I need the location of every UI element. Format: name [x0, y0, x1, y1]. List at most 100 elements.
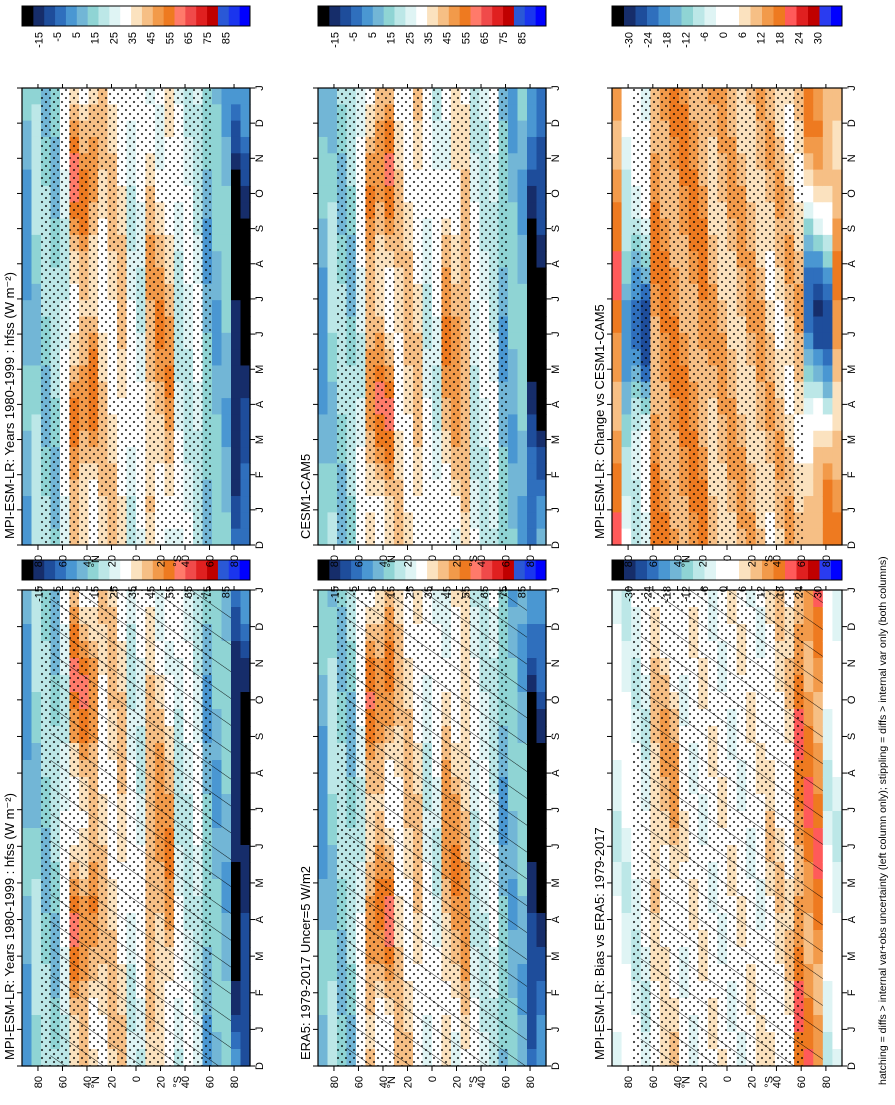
heatmap-cell — [318, 169, 329, 187]
heatmap-cell — [240, 479, 251, 497]
heatmap-cell — [822, 964, 834, 982]
colorbar-swatch — [328, 6, 341, 26]
colorbar-swatch — [773, 6, 785, 26]
colorbar-label: -30 — [624, 586, 636, 602]
heatmap-cell — [240, 251, 251, 269]
heatmap-cell — [832, 641, 843, 659]
colorbar-swatch — [372, 560, 384, 580]
heatmap-cell — [621, 947, 632, 965]
month-label: D — [550, 119, 562, 127]
month-label: M — [254, 952, 266, 961]
heatmap-cell — [536, 879, 547, 897]
heatmap-cell — [822, 104, 834, 122]
heatmap-cell — [527, 512, 538, 530]
heatmap-cell — [832, 153, 843, 171]
heatmap-cell — [221, 136, 232, 154]
heatmap-cell — [822, 267, 834, 285]
panel-p4: 80 60 40 20 0 20 40 60 80 °N °S D J F M A M J J A S O N D J CESM1… — [298, 5, 562, 567]
heatmap-cell — [31, 879, 42, 897]
month-label: D — [254, 623, 266, 631]
heatmap-cell — [31, 743, 42, 761]
heatmap-cell — [31, 794, 42, 812]
colorbar-swatch — [372, 6, 384, 26]
lat-label: 80 — [229, 555, 241, 567]
heatmap-cell — [536, 590, 547, 608]
heatmap-cell — [621, 743, 632, 761]
heatmap-cell — [822, 913, 834, 931]
heatmap-cell — [212, 88, 223, 105]
heatmap-cell — [31, 658, 42, 676]
heatmap-cell — [240, 879, 251, 897]
heatmap-cell — [536, 234, 547, 252]
colorbar-swatch — [830, 560, 843, 580]
heatmap-cell — [31, 675, 42, 693]
heatmap-cell — [822, 169, 834, 187]
hatch-overlay — [50, 590, 231, 1066]
lat-label: 80 — [329, 555, 341, 567]
heatmap-cell — [813, 169, 824, 187]
heatmap-cell — [231, 136, 242, 154]
heatmap-cell — [231, 709, 242, 727]
heatmap-cell — [212, 169, 223, 187]
heatmap-cell — [508, 496, 519, 513]
heatmap-cell — [318, 709, 329, 727]
heatmap-cell — [508, 316, 519, 334]
heatmap-cell — [832, 414, 843, 432]
heatmap-cell — [832, 896, 843, 914]
heatmap-cell — [327, 398, 338, 416]
heatmap-cell — [536, 607, 547, 625]
heatmap-cell — [813, 398, 824, 416]
panel-title: MPI-ESM-LR: Years 1980-1999 : hfss (W m⁻… — [2, 793, 17, 1060]
heatmap-cell — [822, 136, 834, 154]
heatmap-cell — [612, 998, 623, 1016]
lat-label: 40 — [771, 1076, 783, 1088]
heatmap-cell — [803, 496, 814, 513]
heatmap-cell — [212, 381, 223, 399]
heatmap-cell — [832, 777, 843, 795]
heatmap-cell — [612, 365, 623, 383]
heatmap-cell — [327, 590, 338, 608]
heatmap-cell — [31, 185, 42, 203]
heatmap-cell — [822, 896, 834, 914]
heatmap-cell — [22, 811, 33, 829]
heatmap-cell — [612, 624, 623, 642]
heatmap-cell — [318, 1015, 329, 1033]
heatmap-cell — [621, 316, 632, 334]
heatmap-cell — [212, 398, 223, 416]
heatmap-cell — [231, 283, 242, 301]
heatmap-cell — [508, 479, 519, 497]
month-label: J — [550, 1027, 562, 1033]
heatmap-cell — [803, 349, 814, 367]
colorbar-swatch — [738, 6, 751, 26]
colorbar-swatch — [470, 560, 482, 580]
heatmap-cell — [803, 251, 814, 269]
colorbar-swatch — [796, 560, 808, 580]
heatmap-cell — [536, 430, 547, 448]
colorbar-swatch — [715, 6, 728, 26]
hemisphere-label: °N — [386, 1076, 398, 1088]
heatmap-cell — [212, 316, 223, 334]
month-label: O — [846, 695, 858, 704]
heatmap-cell — [240, 862, 251, 880]
heatmap-cell — [31, 398, 42, 416]
colorbar-label: -15 — [330, 586, 342, 602]
lat-label: 40 — [180, 1076, 192, 1088]
heatmap-cell — [612, 709, 623, 727]
heatmap-cell — [527, 430, 538, 448]
heatmap-cell — [327, 862, 338, 880]
heatmap-cell — [822, 185, 834, 203]
heatmap-cell — [813, 218, 824, 236]
heatmap-cell — [612, 267, 623, 285]
heatmap-cell — [318, 251, 329, 269]
heatmap-cell — [822, 463, 834, 481]
heatmap-cell — [527, 104, 538, 122]
colorbar-label: -24 — [643, 32, 655, 48]
month-label: N — [254, 659, 266, 667]
month-label: O — [550, 695, 562, 704]
heatmap-cell — [240, 316, 251, 334]
lat-label: 80 — [229, 1076, 241, 1088]
lat-label: 0 — [722, 555, 734, 561]
heatmap-cell — [318, 760, 329, 778]
heatmap-cell — [318, 1049, 329, 1067]
heatmap-cell — [31, 641, 42, 659]
